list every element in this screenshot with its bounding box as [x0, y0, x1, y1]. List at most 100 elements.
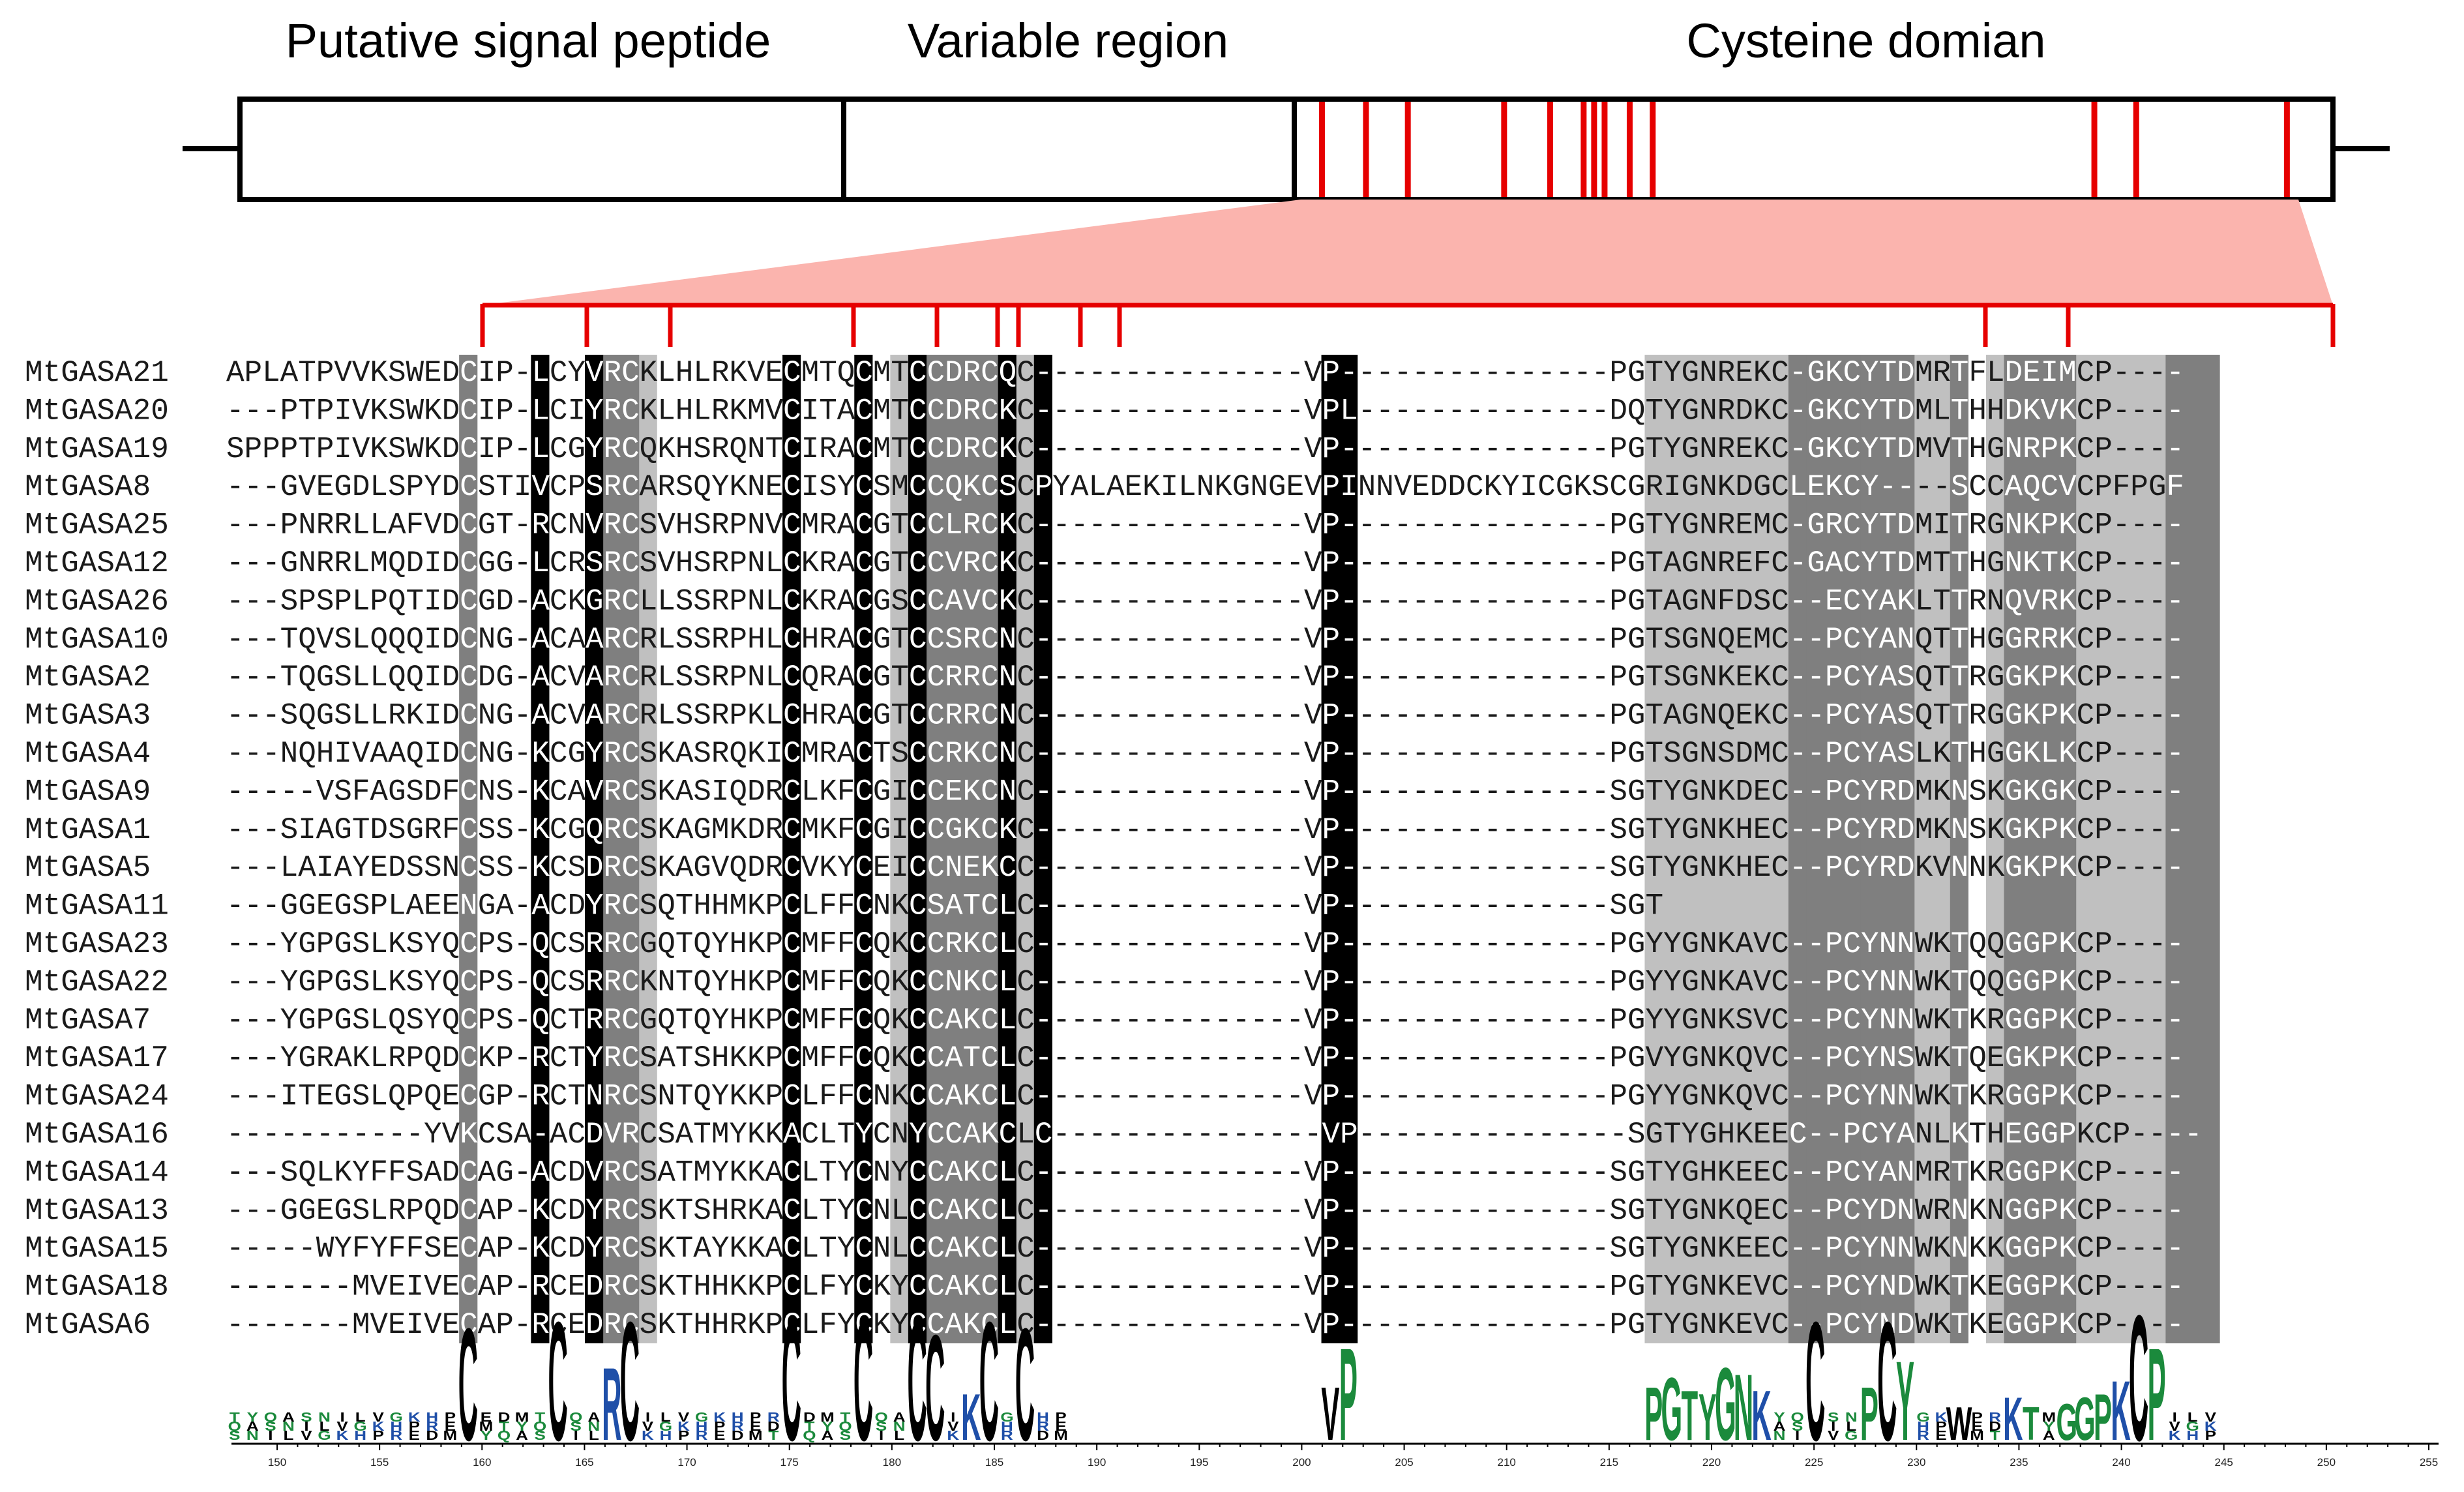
residue: C [2077, 1004, 2095, 1037]
residue: - [1071, 509, 1089, 543]
alignment-row: MtGASA7 ---YGPGSLQSYQCPS-QCTRRCGQTQYHKPCM… [25, 1004, 2184, 1037]
residue: - [1573, 737, 1592, 771]
residue: - [1106, 661, 1125, 694]
residue: P [1035, 470, 1053, 504]
residue: - [1106, 432, 1125, 466]
residue: - [1592, 699, 1610, 733]
residue: K [1933, 737, 1951, 771]
residue: C [550, 699, 568, 733]
residue: N [999, 623, 1017, 657]
residue: K [1933, 1308, 1951, 1342]
residue: A [226, 356, 245, 390]
logo-letter: A [1774, 1419, 1786, 1433]
residue: - [1161, 356, 1179, 390]
sequence-residues: ---GGEGSPLAEENGA-ACDYRCSQTHHMKPCLFFCNKCS… [226, 889, 1663, 923]
residue: G [567, 432, 586, 466]
axis-tick-label: 155 [370, 1456, 389, 1469]
residue: A [657, 1041, 675, 1075]
residue: A [657, 1156, 675, 1189]
residue: - [1520, 1194, 1538, 1228]
residue: - [1484, 775, 1502, 809]
residue: N [1987, 1194, 2005, 1228]
residue: - [226, 1308, 245, 1342]
residue: Y [1861, 1194, 1879, 1228]
residue: - [514, 546, 532, 580]
residue: - [1196, 623, 1215, 657]
residue: - [1088, 927, 1106, 961]
logo-letter: L [355, 1410, 366, 1424]
residue: - [1268, 851, 1286, 885]
dark-shade-column [1788, 355, 1807, 1343]
residue: P [2094, 927, 2113, 961]
residue: - [1178, 1232, 1196, 1266]
residue: I [334, 432, 352, 466]
residue: S [675, 661, 694, 694]
residue: Q [424, 1194, 442, 1228]
residue: P [1322, 889, 1341, 923]
residue: P [1322, 1308, 1341, 1342]
residue: - [1466, 1232, 1484, 1266]
residue: - [245, 584, 263, 618]
residue: C [783, 699, 801, 733]
residue: D [747, 813, 765, 847]
residue: S [334, 623, 352, 657]
residue: A [945, 1270, 963, 1304]
residue: M [711, 1118, 730, 1152]
residue: T [1645, 1270, 1663, 1304]
logo-letter: K [408, 1410, 421, 1424]
residue: Q [406, 737, 424, 771]
residue: C [927, 546, 945, 580]
residue: - [1447, 584, 1466, 618]
residue: - [334, 1270, 352, 1304]
residue: - [1142, 965, 1161, 999]
residue: - [1430, 1080, 1448, 1114]
residue: G [1627, 1080, 1646, 1114]
logo-letter: C [1015, 1296, 1035, 1474]
residue: W [1915, 1270, 1933, 1304]
residue: - [1484, 584, 1502, 618]
residue: - [1592, 394, 1610, 428]
residue: Q [586, 813, 604, 847]
residue: Y [891, 1156, 909, 1189]
residue: T [567, 1004, 586, 1037]
residue: L [316, 1156, 334, 1189]
residue: - [2148, 546, 2167, 580]
residue: - [1071, 584, 1089, 618]
residue: - [1484, 1156, 1502, 1189]
residue: - [1394, 661, 1412, 694]
residue: S [1627, 1118, 1646, 1152]
residue: A [675, 813, 694, 847]
residue: Y [1861, 546, 1879, 580]
residue: R [711, 509, 730, 543]
residue: - [245, 394, 263, 428]
residue: - [1232, 699, 1251, 733]
residue: C [927, 1232, 945, 1266]
residue: - [1520, 356, 1538, 390]
residue: K [370, 356, 388, 390]
residue: T [1645, 584, 1663, 618]
residue: R [963, 356, 981, 390]
residue: A [945, 1194, 963, 1228]
residue: Y [909, 1118, 927, 1152]
residue: R [963, 432, 981, 466]
residue: Y [837, 470, 855, 504]
residue: P [1322, 509, 1341, 543]
residue: A [496, 889, 514, 923]
residue: G [1807, 394, 1825, 428]
residue: V [1753, 927, 1772, 961]
residue: E [1987, 1041, 2005, 1075]
residue: - [1447, 775, 1466, 809]
residue: - [2113, 1041, 2131, 1075]
residue: C [783, 356, 801, 390]
logo-letter: H [2186, 1428, 2199, 1442]
residue: - [1430, 775, 1448, 809]
sequence-name: MtGASA23 [25, 927, 169, 961]
residue: K [657, 432, 675, 466]
residue: E [1735, 1232, 1753, 1266]
residue: - [1573, 851, 1592, 885]
residue: M [729, 889, 747, 923]
residue: - [2113, 546, 2131, 580]
residue: P [1609, 737, 1627, 771]
residue: G [873, 661, 891, 694]
residue: Y [1645, 927, 1663, 961]
